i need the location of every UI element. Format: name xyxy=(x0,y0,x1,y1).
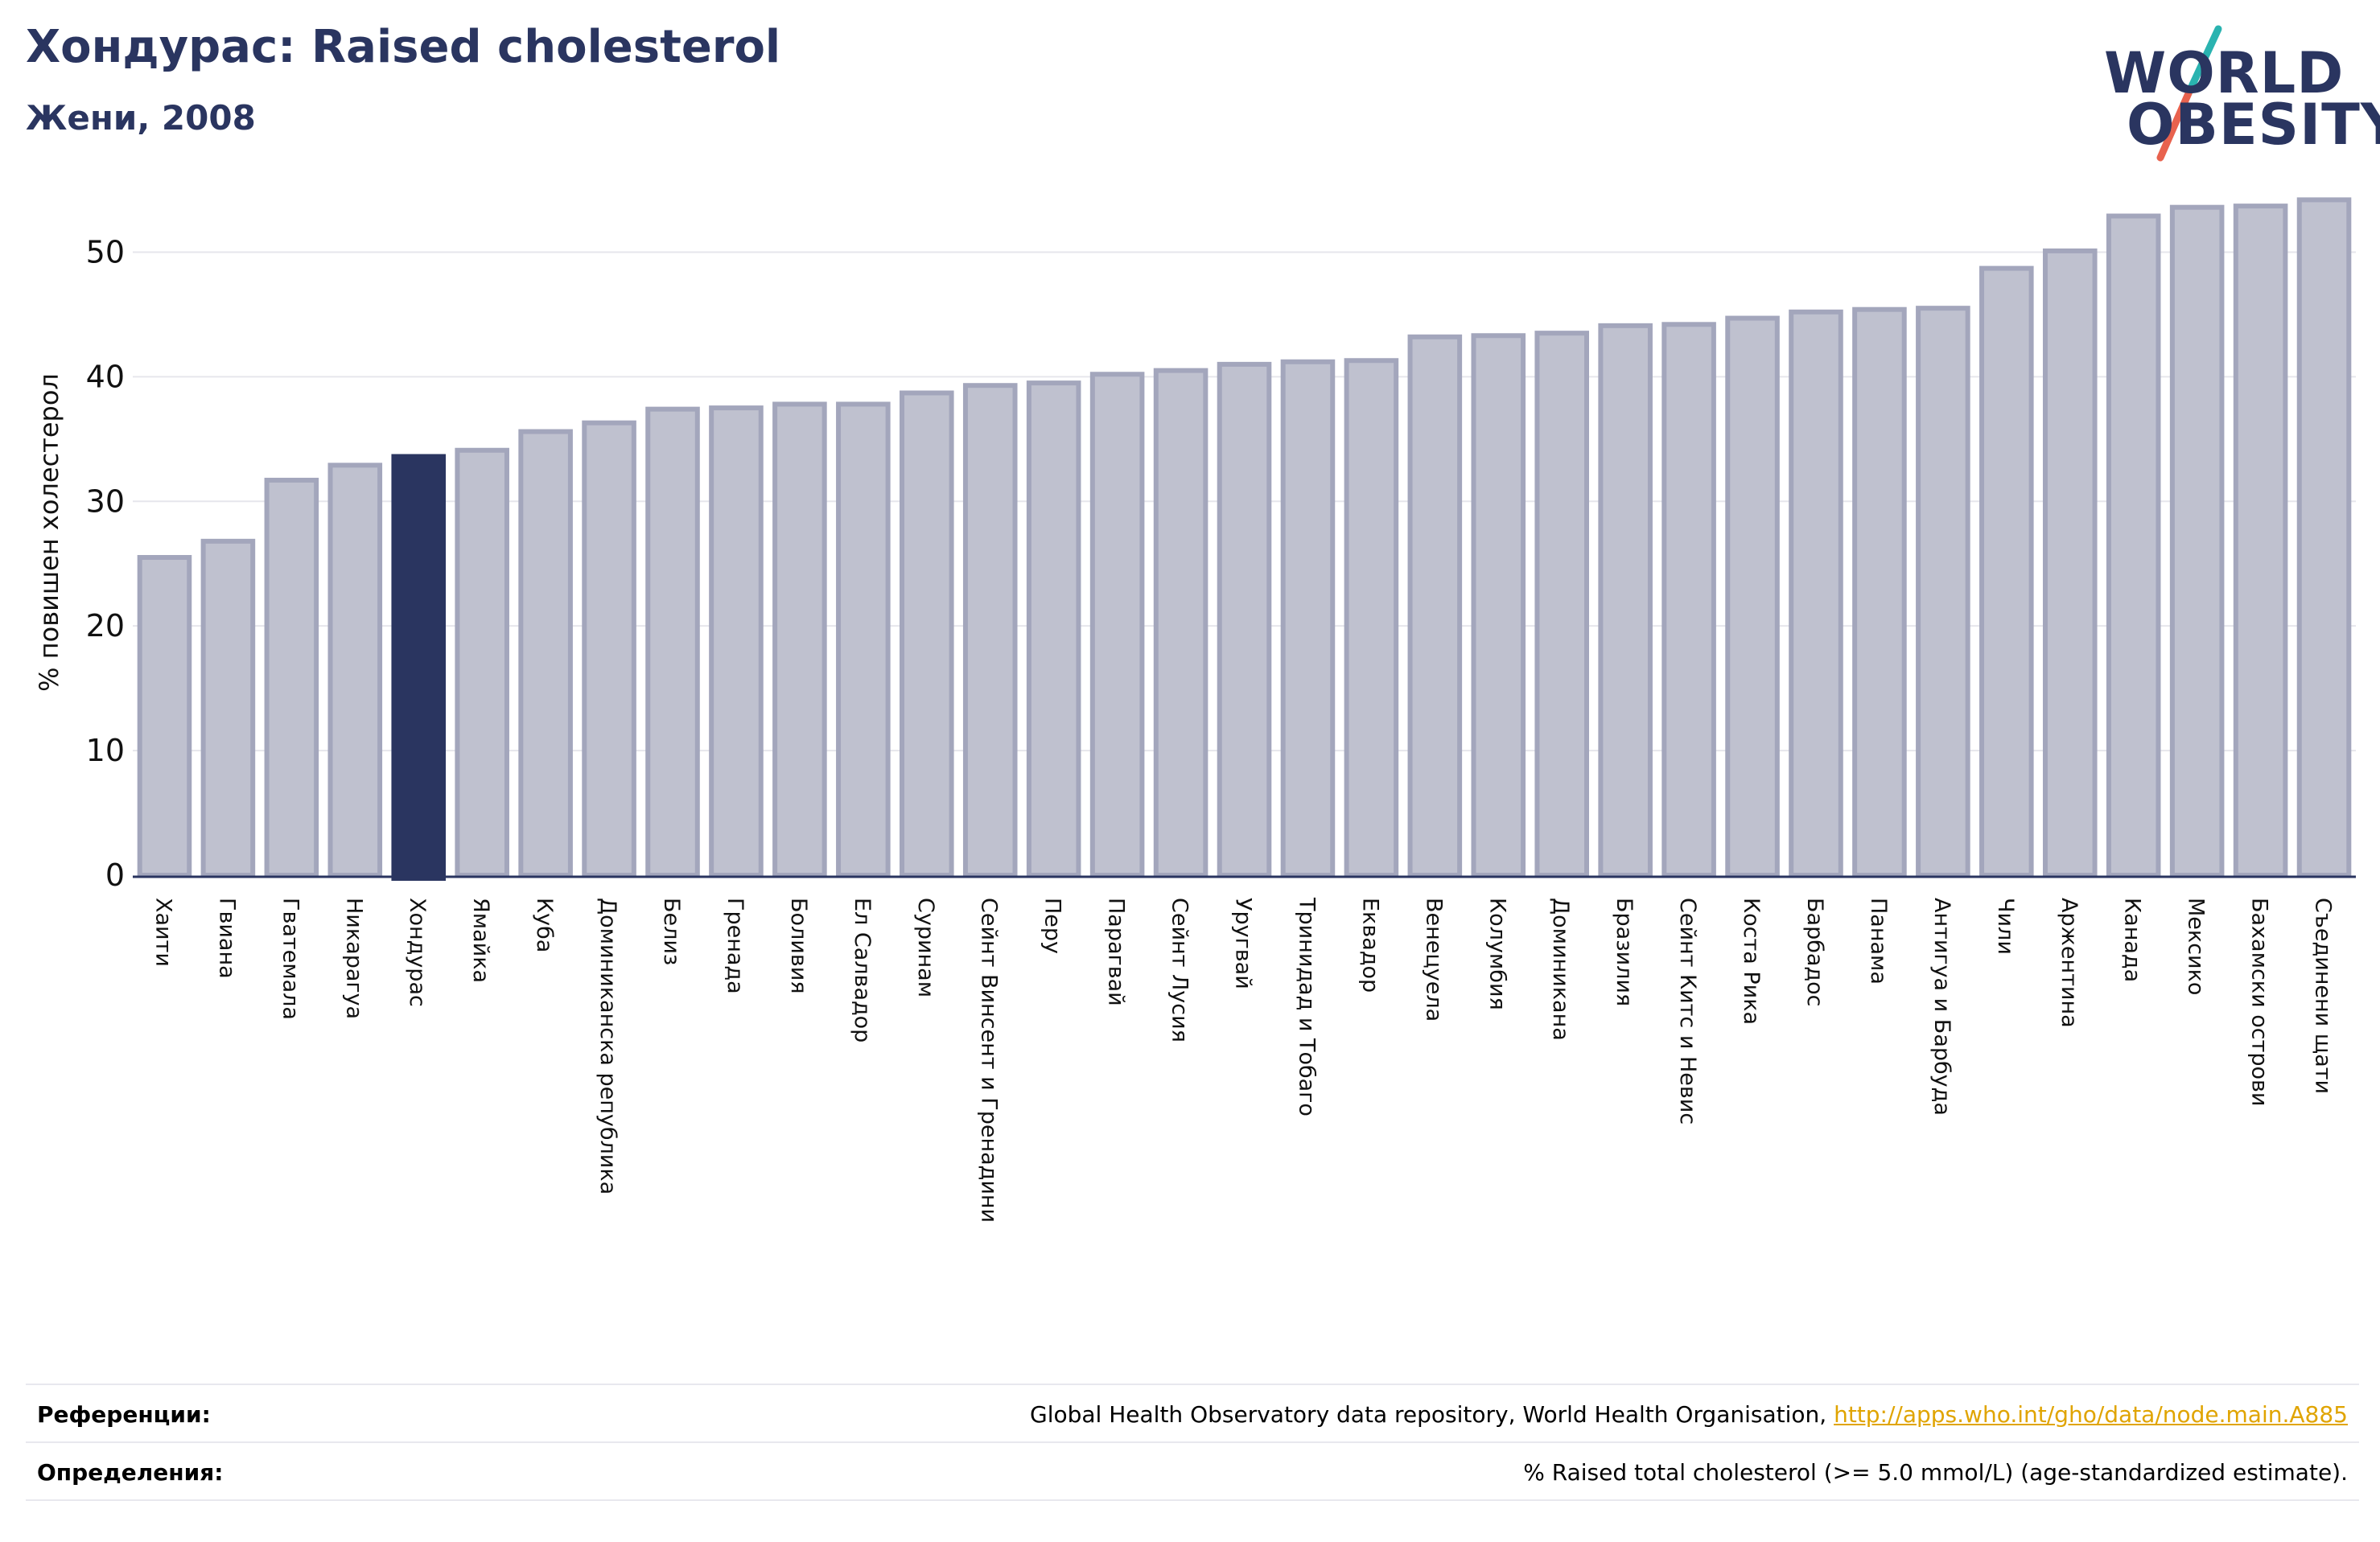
bar xyxy=(772,401,827,878)
x-tick-label: Мексико xyxy=(2184,898,2209,995)
x-tick-label: Сейнт Лусия xyxy=(1167,898,1192,1042)
bar xyxy=(1089,372,1145,878)
y-axis-label: % повишен холестерол xyxy=(34,373,64,692)
references-row: Референции: Global Health Observatory da… xyxy=(26,1384,2359,1441)
bar xyxy=(2169,204,2225,878)
references-label: Референции: xyxy=(37,1401,211,1428)
x-tick-label: Панама xyxy=(1866,898,1891,985)
bar xyxy=(709,405,764,878)
x-tick-label: Тринидад и Тобаго xyxy=(1294,897,1319,1116)
bar xyxy=(1852,306,1907,878)
x-tick-label: Гвиана xyxy=(214,898,239,979)
bar xyxy=(455,447,509,878)
bar xyxy=(836,401,891,878)
definitions-row: Определения: % Raised total cholesterol … xyxy=(26,1441,2359,1501)
bar xyxy=(1344,358,1399,878)
x-tick-label: Хаити xyxy=(150,898,175,967)
bar xyxy=(264,477,319,878)
x-tick-label: Уругвай xyxy=(1231,898,1256,989)
bar-highlighted xyxy=(391,454,447,881)
bar xyxy=(2106,213,2161,878)
y-tick-labels: 0 10 20 30 40 50 xyxy=(86,234,125,893)
x-tick-label: Чили xyxy=(1993,898,2018,955)
bar xyxy=(962,383,1018,878)
bar xyxy=(1280,359,1336,878)
bar xyxy=(1789,309,1843,878)
bar xyxy=(2042,248,2098,878)
bar xyxy=(1598,323,1653,878)
bar xyxy=(582,420,636,878)
x-tick-label: Белиз xyxy=(659,898,684,965)
bar xyxy=(1217,361,1272,878)
x-tick-label: Бахамски острови xyxy=(2247,898,2272,1106)
x-tick-label: Еквадор xyxy=(1357,898,1382,993)
x-tick-label: Канада xyxy=(2120,898,2145,982)
x-tick-label: Доминиканска република xyxy=(595,898,620,1195)
references-link[interactable]: http://apps.who.int/gho/data/node.main.A… xyxy=(1834,1401,2348,1428)
y-tick-label: 50 xyxy=(86,234,125,269)
references-value: Global Health Observatory data repositor… xyxy=(1030,1401,2348,1428)
bar xyxy=(899,390,954,878)
bar xyxy=(1026,380,1081,878)
x-tick-labels: Хаити Гвиана Гватемала Никарагуа Хондурас Яма… xyxy=(150,897,2335,1223)
bar xyxy=(1725,315,1780,878)
x-tick-label: Куба xyxy=(532,898,557,952)
x-tick-label: Ел Салвадор xyxy=(850,898,875,1042)
bar xyxy=(2296,197,2352,878)
x-tick-label: Гренада xyxy=(723,898,747,994)
x-tick-label: Суринам xyxy=(913,898,938,997)
y-tick-label: 20 xyxy=(86,608,125,644)
bar xyxy=(1153,368,1209,878)
bar xyxy=(327,463,383,878)
bar xyxy=(1407,334,1463,878)
y-tick-label: 30 xyxy=(86,483,125,519)
x-tick-label: Колумбия xyxy=(1484,898,1509,1010)
bar-chart: 0 10 20 30 40 50 Хаити Гвиана Гватемала Никарагу… xyxy=(34,197,2356,1223)
x-tick-label: Перу xyxy=(1040,898,1065,954)
x-tick-label: Сейнт Винсент и Гренадини xyxy=(977,898,1002,1223)
x-tick-label: Бразилия xyxy=(1612,898,1637,1006)
x-tick-label: Боливия xyxy=(786,898,811,994)
x-tick-label: Никарагуа xyxy=(341,898,366,1019)
definitions-value: % Raised total cholesterol (>= 5.0 mmol/… xyxy=(1523,1459,2348,1486)
x-tick-label: Парагвай xyxy=(1104,898,1129,1006)
bar xyxy=(2233,204,2288,878)
references-text: Global Health Observatory data repositor… xyxy=(1030,1401,1834,1428)
x-tick-label: Антигуа и Барбуда xyxy=(1929,898,1954,1116)
x-tick-label: Аржентина xyxy=(2057,898,2081,1028)
bar xyxy=(1534,331,1590,878)
bar xyxy=(1916,306,1970,878)
y-tick-label: 40 xyxy=(86,359,125,394)
logo-slash-icon xyxy=(2156,25,2222,162)
bar xyxy=(1471,333,1526,878)
x-tick-label: Съединени щати xyxy=(2311,898,2336,1094)
bar xyxy=(518,429,573,878)
bar xyxy=(137,554,192,878)
logo-text-world: WORLD xyxy=(2104,40,2345,106)
x-tick-label: Венецуела xyxy=(1421,898,1446,1022)
chart-title: Хондурас: Raised cholesterol xyxy=(26,21,781,73)
y-tick-label: 10 xyxy=(86,733,125,768)
x-tick-label: Барбадос xyxy=(1802,898,1827,1006)
bar xyxy=(645,406,700,878)
chart-subtitle: Жени, 2008 xyxy=(26,98,256,138)
bar xyxy=(200,538,256,878)
y-tick-label: 0 xyxy=(105,857,125,893)
x-tick-label: Коста Рика xyxy=(1739,898,1764,1025)
bars xyxy=(137,197,2352,881)
x-tick-label: Ямайка xyxy=(468,898,493,983)
x-tick-label: Гватемала xyxy=(278,898,303,1020)
x-tick-label: Доминикана xyxy=(1548,898,1573,1041)
x-tick-label: Сейнт Китс и Невис xyxy=(1675,898,1700,1125)
logo-text-obesity: OBESITY xyxy=(2127,92,2380,158)
bar xyxy=(1979,265,2034,878)
x-tick-label: Хондурас xyxy=(405,898,430,1007)
definitions-label: Определения: xyxy=(37,1459,224,1486)
references-table: Референции: Global Health Observatory da… xyxy=(26,1384,2359,1501)
world-obesity-logo: WORLD OBESITY xyxy=(2104,23,2380,167)
bar xyxy=(1661,322,1716,878)
